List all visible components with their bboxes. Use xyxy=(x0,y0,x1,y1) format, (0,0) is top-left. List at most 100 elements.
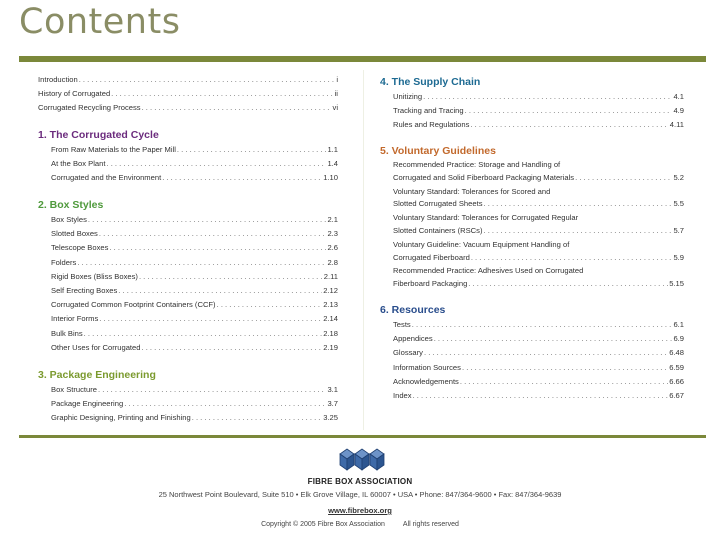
toc-entry[interactable]: History of Corrugated ii xyxy=(38,87,338,101)
toc-entry-page: 2.12 xyxy=(323,286,338,296)
toc-entry[interactable]: Tracking and Tracing 4.9 xyxy=(393,104,684,118)
toc-entry-label: Telescope Boxes xyxy=(51,243,109,253)
toc-entry[interactable]: Graphic Designing, Printing and Finishin… xyxy=(51,411,338,425)
dot-leader xyxy=(192,411,323,425)
dot-leader xyxy=(412,318,673,332)
toc-entry-row: Slotted Corrugated Sheets 5.5 xyxy=(393,198,684,211)
toc-entry[interactable]: Telescope Boxes 2.6 xyxy=(51,241,338,255)
section-voluntary-guidelines: 5. Voluntary Guidelines Recommended Pract… xyxy=(380,145,684,292)
toc-entry-label: Slotted Boxes xyxy=(51,229,98,239)
toc-entry[interactable]: Appendices 6.9 xyxy=(393,332,684,346)
section-heading[interactable]: 5. Voluntary Guidelines xyxy=(380,145,496,157)
toc-entry[interactable]: Corrugated Recycling Process vi xyxy=(38,101,338,115)
toc-entry-label: Index xyxy=(393,391,412,401)
dot-leader xyxy=(424,346,668,360)
toc-entry-label: At the Box Plant xyxy=(51,159,106,169)
section-heading[interactable]: 2. Box Styles xyxy=(38,199,104,211)
toc-entry-row: Acknowledgements 6.66 xyxy=(393,375,684,389)
toc-entry[interactable]: Index 6.67 xyxy=(393,389,684,403)
toc-entry[interactable]: Information Sources 6.59 xyxy=(393,361,684,375)
toc-entry[interactable]: Unitizing 4.1 xyxy=(393,90,684,104)
toc-entry[interactable]: Acknowledgements 6.66 xyxy=(393,375,684,389)
toc-entry[interactable]: Interior Forms 2.14 xyxy=(51,312,338,326)
toc-entry-row: Bulk Bins 2.18 xyxy=(51,327,338,341)
section-corrugated-cycle: 1. The Corrugated Cycle From Raw Material… xyxy=(38,129,338,186)
toc-entry-label: Graphic Designing, Printing and Finishin… xyxy=(51,413,191,423)
toc-entry-label: Introduction xyxy=(38,75,78,84)
toc-entry-page: 5.5 xyxy=(673,199,684,209)
section-heading[interactable]: 6. Resources xyxy=(380,304,446,316)
toc-entry-label: Package Engineering xyxy=(51,399,124,409)
toc-entry[interactable]: From Raw Materials to the Paper Mill 1.1 xyxy=(51,143,338,157)
toc-entry-label: Corrugated Fiberboard xyxy=(393,252,470,262)
toc-entry[interactable]: Glossary 6.48 xyxy=(393,346,684,360)
toc-entry[interactable]: Voluntary Standard: Tolerances for Score… xyxy=(393,186,684,212)
section-heading[interactable]: 4. The Supply Chain xyxy=(380,76,481,88)
toc-entry-label: Folders xyxy=(51,257,77,267)
toc-entry[interactable]: Self Erecting Boxes 2.12 xyxy=(51,284,338,298)
toc-entry-label: Corrugated Common Footprint Containers (… xyxy=(51,300,216,310)
toc-entry[interactable]: Bulk Bins 2.18 xyxy=(51,327,338,341)
toc-entry-page: 2.18 xyxy=(323,328,338,338)
dot-leader xyxy=(162,171,322,185)
toc-entry-page: 4.9 xyxy=(673,106,684,116)
toc-entry-label: Self Erecting Boxes xyxy=(51,286,118,296)
toc-entry-label: Slotted Corrugated Sheets xyxy=(393,199,483,209)
toc-entry[interactable]: Tests 6.1 xyxy=(393,318,684,332)
toc-entry[interactable]: Folders 2.8 xyxy=(51,256,338,270)
dot-leader xyxy=(88,213,327,227)
dot-leader xyxy=(465,104,673,118)
intro-list: Introduction i History of Corrugated ii Corr… xyxy=(38,73,338,116)
toc-entry-label: Rigid Boxes (Bliss Boxes) xyxy=(51,271,138,281)
toc-entry[interactable]: Other Uses for Corrugated 2.19 xyxy=(51,341,338,355)
toc-entry[interactable]: Rules and Regulations 4.11 xyxy=(393,118,684,132)
section-heading[interactable]: 1. The Corrugated Cycle xyxy=(38,129,159,141)
copyright-line: Copyright © 2005 Fibre Box Association Al… xyxy=(0,521,720,528)
toc-entry-label: Acknowledgements xyxy=(393,376,459,386)
toc-entry-page: 5.2 xyxy=(673,172,684,182)
toc-entry-page: ii xyxy=(334,89,338,99)
dot-leader xyxy=(413,389,669,403)
section-box-styles: 2. Box Styles Box Styles 2.1 Slotted Boxes 2… xyxy=(38,199,338,355)
section-resources: 6. Resources Tests 6.1 Appendices 6.9 Glossar… xyxy=(380,304,684,403)
toc-entry-label: History of Corrugated xyxy=(38,89,111,99)
toc-entry-row: Appendices 6.9 xyxy=(393,332,684,346)
toc-entry-row: Folders 2.8 xyxy=(51,256,338,270)
toc-entry-row: Unitizing 4.1 xyxy=(393,90,684,104)
toc-entry-label: Box Structure xyxy=(51,385,98,394)
toc-entry-page: 5.9 xyxy=(673,252,684,262)
toc-entry[interactable]: Recommended Practice: Adhesives Used on … xyxy=(393,265,684,291)
toc-entry[interactable]: Introduction i xyxy=(38,73,338,87)
toc-entry[interactable]: Package Engineering 3.7 xyxy=(51,397,338,411)
toc-entry-label: Unitizing xyxy=(393,92,423,101)
toc-entry-row: Box Structure 3.1 xyxy=(51,383,338,397)
section-heading[interactable]: 3. Package Engineering xyxy=(38,369,156,381)
toc-entry[interactable]: At the Box Plant 1.4 xyxy=(51,157,338,171)
dot-leader xyxy=(462,361,668,375)
toc-entry-row: Slotted Boxes 2.3 xyxy=(51,227,338,241)
toc-entry[interactable]: Corrugated and the Environment 1.10 xyxy=(51,171,338,185)
bottom-divider-bar xyxy=(19,435,706,438)
toc-entry-label: Other Uses for Corrugated xyxy=(51,342,141,352)
toc-entry[interactable]: Corrugated Common Footprint Containers (… xyxy=(51,298,338,312)
toc-entry[interactable]: Rigid Boxes (Bliss Boxes) 2.11 xyxy=(51,270,338,284)
toc-entry-page: 2.14 xyxy=(323,314,338,324)
section-package-engineering: 3. Package Engineering Box Structure 3.1 Pa… xyxy=(38,369,338,426)
toc-entry[interactable]: Voluntary Standard: Tolerances for Corru… xyxy=(393,212,684,238)
toc-entry[interactable]: Box Styles 2.1 xyxy=(51,213,338,227)
toc-entry[interactable]: Box Structure 3.1 xyxy=(51,383,338,397)
toc-entry-row: Other Uses for Corrugated 2.19 xyxy=(51,341,338,355)
toc-entry-page: 6.59 xyxy=(669,362,684,372)
organization-name: FIBRE BOX ASSOCIATION xyxy=(307,477,413,486)
toc-entry[interactable]: Slotted Boxes 2.3 xyxy=(51,227,338,241)
toc-entry-row: Rigid Boxes (Bliss Boxes) 2.11 xyxy=(51,270,338,284)
toc-entry-row: From Raw Materials to the Paper Mill 1.1 xyxy=(51,143,338,157)
toc-entry-label: Interior Forms xyxy=(51,314,99,324)
toc-entry[interactable]: Voluntary Guideline: Vacuum Equipment Ha… xyxy=(393,239,684,265)
toc-entry-row: Information Sources 6.59 xyxy=(393,361,684,375)
dot-leader xyxy=(77,256,326,270)
toc-entry[interactable]: Recommended Practice: Storage and Handli… xyxy=(393,159,684,185)
toc-entry-row: Glossary 6.48 xyxy=(393,346,684,360)
website-link[interactable]: www.fibrebox.org xyxy=(328,506,392,515)
dot-leader xyxy=(471,252,673,265)
